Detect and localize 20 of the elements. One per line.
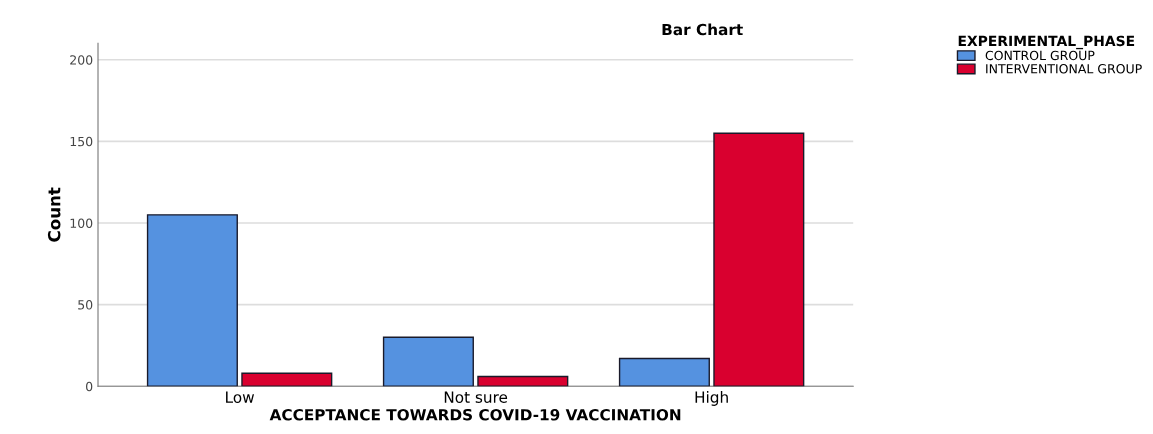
x-tick-label: Not sure <box>444 391 508 403</box>
bar <box>618 357 710 387</box>
bar <box>382 336 474 387</box>
legend-title: EXPERIMENTAL_PHASE <box>958 35 1135 50</box>
legend-label: CONTROL GROUP <box>985 50 1095 61</box>
x-tick-label: Low <box>226 391 255 403</box>
legend-label: INTERVENTIONAL GROUP <box>986 64 1142 74</box>
y-tick-label: 150 <box>70 136 93 147</box>
bar <box>713 132 805 387</box>
y-tick-label: 100 <box>70 218 93 228</box>
bar <box>241 372 333 387</box>
y-tick-label: 200 <box>70 55 93 65</box>
chart-title: Bar Chart <box>662 23 743 36</box>
x-tick-label: High <box>695 391 728 406</box>
y-tick-label: 0 <box>86 381 93 392</box>
y-axis-title: Count <box>47 187 61 242</box>
bar <box>146 214 238 387</box>
y-tick-label: 50 <box>78 300 93 310</box>
x-axis-title: ACCEPTANCE TOWARDS COVID-19 VACCINATION <box>269 408 681 421</box>
bar <box>477 375 569 387</box>
